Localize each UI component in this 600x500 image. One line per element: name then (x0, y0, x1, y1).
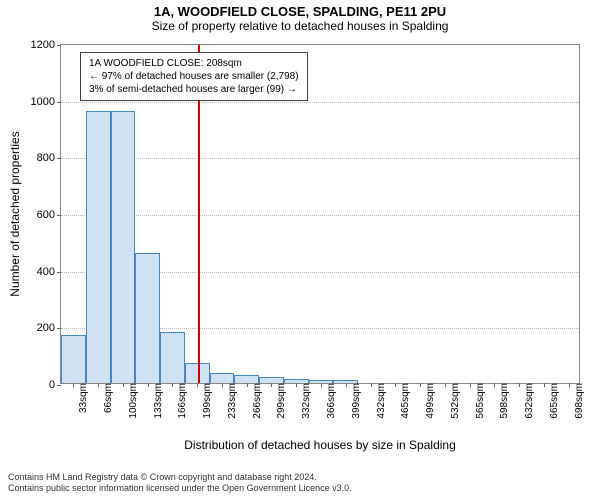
x-tick-mark (172, 383, 173, 387)
gridline-h (61, 158, 579, 159)
y-tick-label: 1000 (31, 96, 61, 108)
x-tick-mark (420, 383, 421, 387)
x-tick-label: 532sqm (448, 383, 461, 419)
histogram-bar (111, 111, 136, 383)
x-tick-label: 399sqm (349, 383, 362, 419)
histogram-bar (61, 335, 86, 383)
x-tick-label: 465sqm (398, 383, 411, 419)
x-tick-mark (494, 383, 495, 387)
x-tick-label: 665sqm (547, 383, 560, 419)
histogram-bar (86, 111, 111, 383)
x-tick-label: 166sqm (175, 383, 188, 419)
y-tick-label: 1200 (31, 39, 61, 51)
histogram-bar (210, 373, 235, 383)
x-tick-mark (569, 383, 570, 387)
x-tick-mark (321, 383, 322, 387)
x-tick-mark (222, 383, 223, 387)
x-tick-label: 432sqm (374, 383, 387, 419)
y-tick-label: 400 (37, 266, 61, 278)
x-tick-label: 233sqm (225, 383, 238, 419)
x-tick-label: 266sqm (250, 383, 263, 419)
y-tick-label: 200 (37, 322, 61, 334)
histogram-bar (135, 253, 160, 383)
x-tick-mark (371, 383, 372, 387)
x-tick-label: 199sqm (200, 383, 213, 419)
attribution-text: Contains HM Land Registry data © Crown c… (8, 472, 352, 495)
x-tick-mark (98, 383, 99, 387)
x-tick-label: 565sqm (473, 383, 486, 419)
x-tick-mark (271, 383, 272, 387)
gridline-h (61, 215, 579, 216)
y-tick-label: 600 (37, 209, 61, 221)
legend-box: 1A WOODFIELD CLOSE: 208sqm ← 97% of deta… (80, 52, 308, 101)
x-tick-mark (148, 383, 149, 387)
histogram-bar (234, 375, 259, 384)
x-tick-mark (519, 383, 520, 387)
x-tick-label: 366sqm (324, 383, 337, 419)
attribution-line: Contains public sector information licen… (8, 483, 352, 494)
x-tick-mark (247, 383, 248, 387)
x-tick-mark (445, 383, 446, 387)
x-tick-mark (296, 383, 297, 387)
x-tick-label: 33sqm (76, 383, 89, 413)
x-tick-label: 598sqm (497, 383, 510, 419)
attribution-line: Contains HM Land Registry data © Crown c… (8, 472, 352, 483)
gridline-h (61, 102, 579, 103)
y-tick-label: 800 (37, 152, 61, 164)
histogram-bar (160, 332, 185, 383)
x-tick-mark (395, 383, 396, 387)
x-tick-mark (73, 383, 74, 387)
y-axis-label: Number of detached properties (8, 131, 22, 296)
x-tick-mark (346, 383, 347, 387)
page-subtitle: Size of property relative to detached ho… (0, 19, 600, 33)
x-tick-label: 133sqm (151, 383, 164, 419)
legend-line: 1A WOODFIELD CLOSE: 208sqm (89, 57, 299, 70)
x-tick-mark (544, 383, 545, 387)
x-tick-label: 100sqm (126, 383, 139, 419)
x-tick-mark (197, 383, 198, 387)
x-tick-label: 632sqm (522, 383, 535, 419)
x-axis-label: Distribution of detached houses by size … (184, 438, 456, 452)
x-tick-label: 332sqm (299, 383, 312, 419)
y-tick-label: 0 (49, 379, 61, 391)
x-tick-label: 66sqm (101, 383, 114, 413)
x-tick-label: 499sqm (423, 383, 436, 419)
x-tick-mark (123, 383, 124, 387)
x-tick-mark (470, 383, 471, 387)
legend-line: ← 97% of detached houses are smaller (2,… (89, 70, 299, 83)
legend-line: 3% of semi-detached houses are larger (9… (89, 83, 299, 96)
page-title: 1A, WOODFIELD CLOSE, SPALDING, PE11 2PU (0, 0, 600, 19)
x-tick-label: 299sqm (274, 383, 287, 419)
x-tick-label: 698sqm (572, 383, 585, 419)
